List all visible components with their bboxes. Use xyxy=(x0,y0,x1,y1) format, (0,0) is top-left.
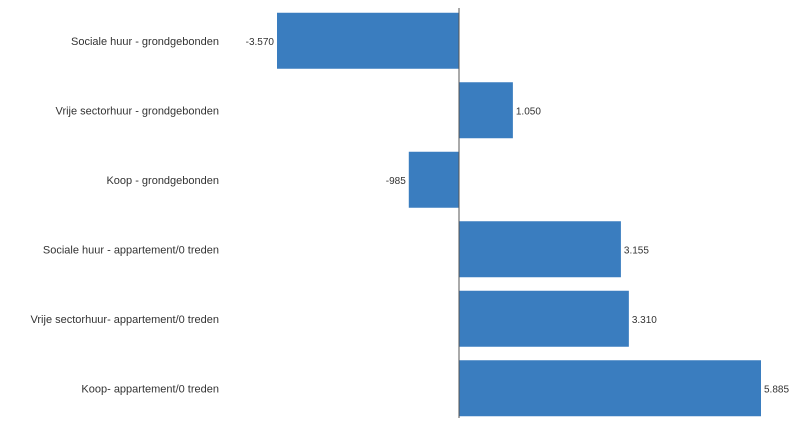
category-label: Sociale huur - appartement/0 treden xyxy=(43,244,219,256)
labels-group: Sociale huur - grondgebonden -3.570 Vrije … xyxy=(30,36,789,396)
category-label: Sociale huur - grondgebonden xyxy=(71,36,219,48)
value-label: -3.570 xyxy=(246,37,275,48)
bar-2 xyxy=(408,151,459,208)
bar-4 xyxy=(459,290,629,347)
category-label: Vrije sectorhuur- appartement/0 treden xyxy=(30,314,219,326)
bar-3 xyxy=(459,221,621,278)
category-label: Koop - grondgebonden xyxy=(106,175,219,187)
value-label: 5.885 xyxy=(764,384,789,395)
bar-1 xyxy=(459,82,513,139)
value-label: 3.155 xyxy=(624,245,649,256)
value-label: 1.050 xyxy=(516,106,541,117)
bar-5 xyxy=(459,360,761,417)
category-label: Vrije sectorhuur - grondgebonden xyxy=(56,105,219,117)
value-label: -985 xyxy=(386,176,406,187)
category-label: Koop- appartement/0 treden xyxy=(81,383,219,395)
bar-0 xyxy=(277,12,459,69)
bars-group xyxy=(277,12,761,417)
value-label: 3.310 xyxy=(632,315,657,326)
